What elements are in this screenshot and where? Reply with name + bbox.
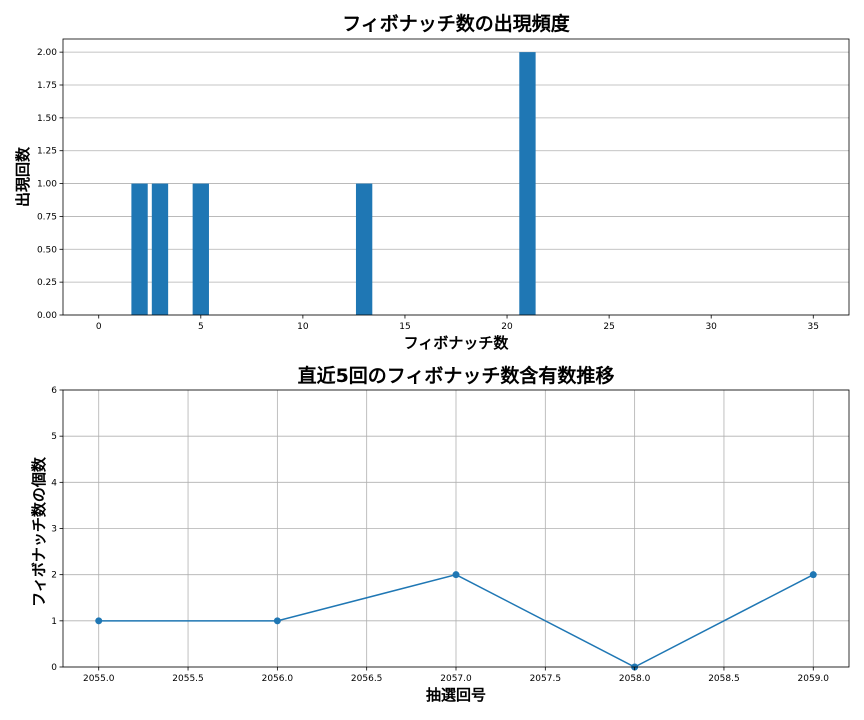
x-tick-label: 20 (501, 322, 513, 332)
data-point (452, 571, 460, 579)
x-tick-label: 2056.5 (351, 674, 383, 684)
y-tick-label: 3 (51, 525, 57, 535)
grid-lines (63, 389, 849, 668)
y-tick-label: 2.00 (37, 48, 57, 58)
y-tick-label: 0.00 (37, 311, 57, 321)
x-axis-label: フィボナッチ数 (404, 334, 510, 352)
data-point (95, 617, 103, 625)
y-tick-label: 0 (51, 663, 57, 673)
x-tick-label: 2057.5 (530, 674, 562, 684)
y-tick-label: 1.00 (37, 180, 57, 190)
y-tick-label: 1.75 (37, 81, 57, 91)
bar (192, 183, 209, 315)
x-tick-label: 10 (297, 322, 309, 332)
y-tick-label: 4 (51, 478, 57, 488)
x-tick-label: 30 (705, 322, 717, 332)
data-point (809, 571, 817, 579)
grid-lines (63, 51, 849, 316)
x-tick-label: 2055.0 (83, 674, 115, 684)
line-series (95, 571, 817, 671)
x-tick-label: 2056.0 (262, 674, 294, 684)
y-tick-label: 0.25 (37, 278, 57, 288)
chart-title: フィボナッチ数の出現頻度 (342, 12, 571, 35)
y-axis-ticks: 0 1 2 3 4 5 6 (51, 386, 63, 673)
y-tick-label: 0.75 (37, 212, 57, 222)
y-axis-label: 出現回数 (14, 146, 32, 207)
y-tick-label: 5 (51, 432, 57, 442)
y-axis-label: フィボナッチ数の個数 (30, 456, 48, 607)
y-tick-label: 0.50 (37, 245, 57, 255)
trend-chart: 直近5回のフィボナッチ数含有数推移 2055.0 2055.5 2056.0 2056… (30, 364, 850, 704)
bar (355, 183, 373, 315)
y-tick-label: 1.50 (37, 114, 57, 124)
y-tick-label: 2 (51, 571, 57, 581)
x-tick-label: 2059.0 (798, 674, 830, 684)
x-tick-label: 2057.0 (440, 674, 472, 684)
x-tick-label: 35 (808, 322, 819, 332)
x-axis-ticks: 2055.0 2055.5 2056.0 2056.5 2057.0 2057.5 2058… (83, 667, 829, 684)
x-tick-label: 2055.5 (172, 674, 204, 684)
x-tick-label: 5 (198, 322, 204, 332)
data-point (273, 617, 281, 625)
y-tick-label: 1.25 (37, 147, 57, 157)
y-tick-label: 6 (51, 386, 57, 396)
bars (131, 52, 536, 316)
y-axis-ticks: 0.00 0.25 0.50 0.75 1.00 1.25 1.50 1.75 2.00 (37, 48, 63, 321)
x-axis-label: 抽選回号 (426, 686, 486, 704)
x-tick-label: 25 (603, 322, 614, 332)
chart-title: 直近5回のフィボナッチ数含有数推移 (298, 364, 615, 387)
x-tick-label: 0 (96, 322, 102, 332)
x-axis-ticks: 0 5 10 15 20 25 30 35 (96, 315, 819, 332)
frequency-chart: フィボナッチ数の出現頻度 0 5 10 15 20 25 30 35 0.00 0.25 0.50… (14, 12, 850, 352)
x-tick-label: 2058.5 (708, 674, 740, 684)
bar (131, 183, 148, 315)
plot-frame (62, 38, 850, 316)
y-tick-label: 1 (51, 617, 57, 627)
bar (151, 183, 169, 315)
bar (519, 52, 536, 316)
x-tick-label: 15 (399, 322, 410, 332)
x-tick-label: 2058.0 (619, 674, 651, 684)
